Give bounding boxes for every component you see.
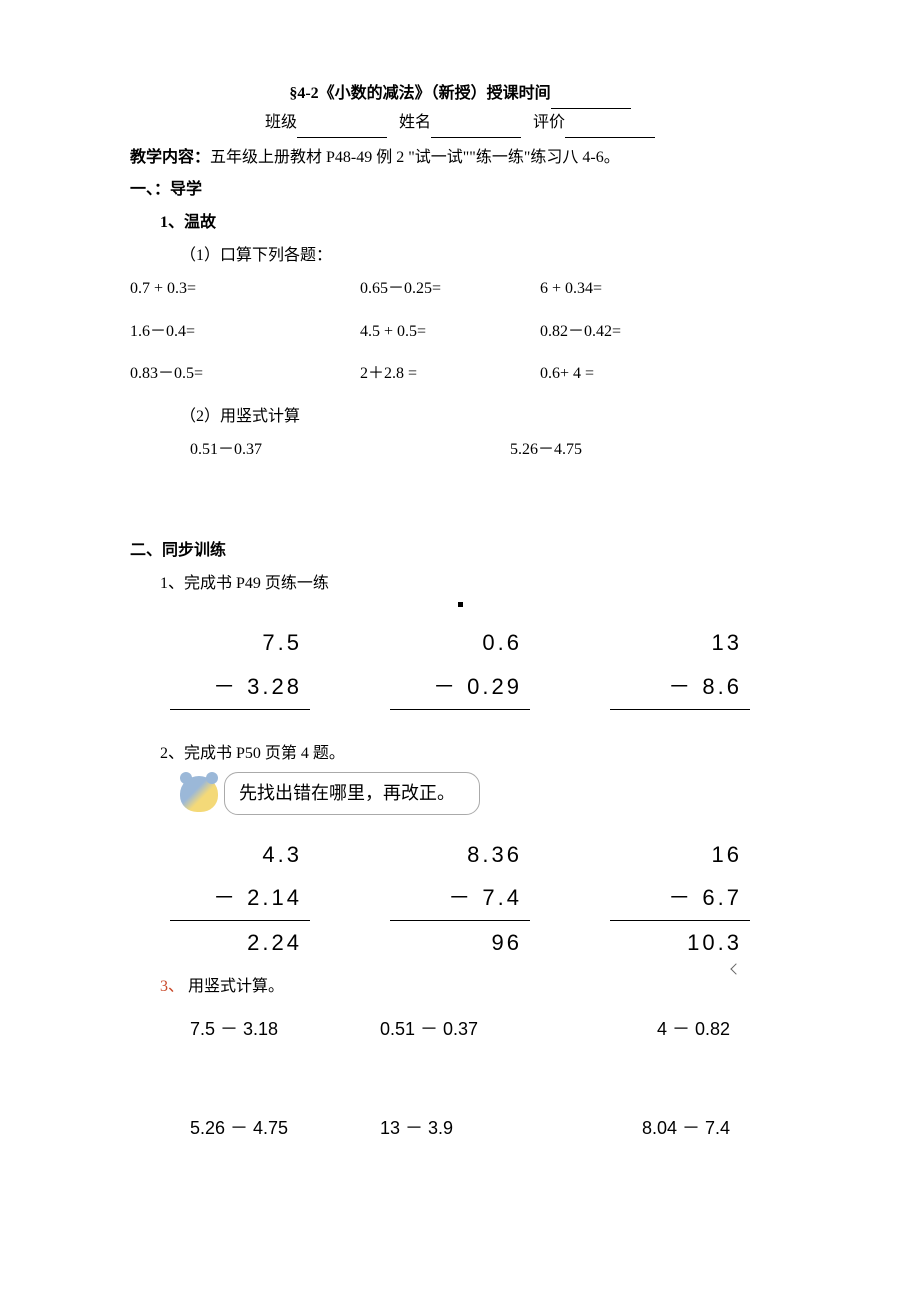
calc-item: 0.6+ 4 = xyxy=(540,360,720,389)
vstack-item: 0.6 － 0.29 xyxy=(390,621,530,709)
vstack-item: 8.36 － 7.4 96 xyxy=(390,833,530,965)
name-blank[interactable] xyxy=(431,122,521,138)
s2-q2: 2、完成书 P50 页第 4 题。 xyxy=(130,740,790,769)
q3-item: 0.51 － 0.37 xyxy=(380,1013,540,1045)
section2-heading: 二、同步训练 xyxy=(130,537,790,566)
q3-row: 7.5 － 3.18 0.51 － 0.37 4 － 0.82 xyxy=(130,1005,790,1053)
calc-row: 1.6－0.4= 4.5 + 0.5= 0.82－0.42= xyxy=(130,318,790,347)
title-prefix: §4-2《小数的减法》（新授） xyxy=(289,85,486,102)
q2-label: （2）用竖式计算 xyxy=(130,403,790,432)
speech-bubble: 先找出错在哪里，再改正。 xyxy=(224,772,480,814)
vstack-bot: － 7.4 xyxy=(390,876,530,921)
calc-row: 0.83－0.5= 2＋2.8 = 0.6+ 4 = xyxy=(130,360,790,389)
calc-item: 0.7 + 0.3= xyxy=(130,275,360,304)
grade-blank[interactable] xyxy=(565,122,655,138)
vstack-top: 0.6 xyxy=(390,621,530,665)
vertical-item: 0.51－0.37 xyxy=(190,436,510,465)
page-title: §4-2《小数的减法》（新授）授课时间 xyxy=(130,80,790,109)
s2-q1: 1、完成书 P49 页练一练 xyxy=(130,570,790,599)
vertical-row: 0.51－0.37 5.26－4.75 xyxy=(130,436,790,465)
calc-item: 4.5 + 0.5= xyxy=(360,318,540,347)
vstack-row-2: 4.3 － 2.14 2.24 8.36 － 7.4 96 16 － 6.7 1… xyxy=(130,823,790,971)
q3-item: 4 － 0.82 xyxy=(570,1013,730,1045)
vstack-bot: － 6.7 xyxy=(610,876,750,921)
q1-label: （1）口算下列各题： xyxy=(130,242,790,271)
class-label: 班级 xyxy=(265,114,297,131)
q3-item: 8.04 － 7.4 xyxy=(570,1112,730,1144)
q3-number: 3、 xyxy=(160,978,184,995)
vstack-bot: － 2.14 xyxy=(170,876,310,921)
class-blank[interactable] xyxy=(297,122,387,138)
vstack-bot: － 3.28 xyxy=(170,665,310,710)
q3-label: 用竖式计算。 xyxy=(188,978,284,995)
vertical-item: 5.26－4.75 xyxy=(510,436,710,465)
calc-item: 1.6－0.4= xyxy=(130,318,360,347)
vstack-top: 13 xyxy=(610,621,750,665)
vstack-bot: － 8.6 xyxy=(610,665,750,710)
vstack-item: 13 － 8.6 xyxy=(610,621,750,709)
calc-item: 0.83－0.5= xyxy=(130,360,360,389)
title-blank xyxy=(551,93,631,109)
teaching-label: 教学内容： xyxy=(130,149,210,166)
s2-q3: 3、 用竖式计算。 xyxy=(130,973,790,1002)
q3-item: 5.26 － 4.75 xyxy=(190,1112,350,1144)
calc-item: 6 + 0.34= xyxy=(540,275,720,304)
form-line: 班级 姓名 评价 xyxy=(130,109,790,138)
sub1: 1、温故 xyxy=(130,209,790,238)
teaching-text: 五年级上册教材 P48-49 例 2 "试一试""练一练"练习八 4-6。 xyxy=(210,149,620,166)
calc-row: 0.7 + 0.3= 0.65－0.25= 6 + 0.34= xyxy=(130,275,790,304)
vstack-top: 7.5 xyxy=(170,621,310,665)
vstack-res: 2.24 xyxy=(170,921,310,965)
teaching-content: 教学内容：五年级上册教材 P48-49 例 2 "试一试""练一练"练习八 4-… xyxy=(130,144,790,173)
grade-label: 评价 xyxy=(533,114,565,131)
calc-item: 2＋2.8 = xyxy=(360,360,540,389)
vstack-item: 7.5 － 3.28 xyxy=(170,621,310,709)
vstack-top: 16 xyxy=(610,833,750,877)
q3-item: 7.5 － 3.18 xyxy=(190,1013,350,1045)
title-suffix: 授课时间 xyxy=(487,85,551,102)
calc-item: 0.65－0.25= xyxy=(360,275,540,304)
vstack-bot: － 0.29 xyxy=(390,665,530,710)
vstack-res: 10.3 xyxy=(610,921,750,965)
dot-mark xyxy=(458,602,463,607)
q3-item: 13 － 3.9 xyxy=(380,1112,540,1144)
bear-icon xyxy=(180,776,218,812)
vstack-row-1: 7.5 － 3.28 0.6 － 0.29 13 － 8.6 xyxy=(130,611,790,739)
speech-row: 先找出错在哪里，再改正。 xyxy=(130,772,790,814)
calc-item: 0.82－0.42= xyxy=(540,318,720,347)
vstack-res: 96 xyxy=(390,921,530,965)
vstack-top: 8.36 xyxy=(390,833,530,877)
vstack-item: 4.3 － 2.14 2.24 xyxy=(170,833,310,965)
vstack-top: 4.3 xyxy=(170,833,310,877)
name-label: 姓名 xyxy=(399,114,431,131)
section1-heading: 一、：导学 xyxy=(130,176,790,205)
q3-row: 5.26 － 4.75 13 － 3.9 8.04 － 7.4 xyxy=(130,1104,790,1152)
vstack-item: 16 － 6.7 10.3 xyxy=(610,833,750,965)
